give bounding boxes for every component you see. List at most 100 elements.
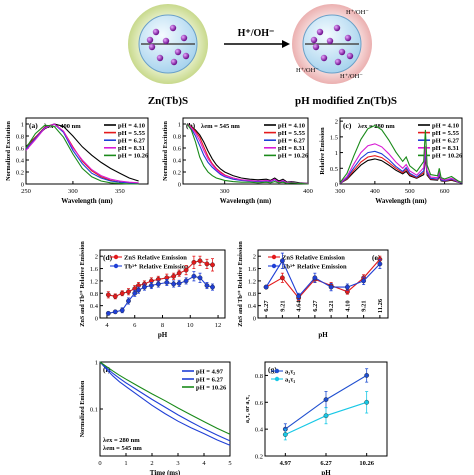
x-tick-label: 6.27 xyxy=(312,300,319,312)
data-point xyxy=(344,284,350,290)
y-tick-label: 0.2 xyxy=(173,170,181,177)
x-axis-label: Wavelength (nm) xyxy=(375,197,427,205)
y-tick-label: 0 xyxy=(21,182,24,189)
dopant-dot xyxy=(320,54,328,62)
y-tick-label: 0 xyxy=(178,182,181,189)
y-tick-label: 0.6 xyxy=(255,400,264,407)
legend-marker xyxy=(274,368,280,374)
legend-label: pH = 8.31 xyxy=(432,145,459,152)
data-point xyxy=(197,258,203,264)
x-tick-label: 2 xyxy=(150,460,153,467)
legend-marker xyxy=(271,254,277,260)
legend-label: pH = 5.55 xyxy=(278,130,306,137)
legend-marker xyxy=(113,263,119,269)
legend-label: pH = 6.27 xyxy=(118,138,146,145)
left-nanoparticle xyxy=(128,4,208,84)
y-tick-label: 0.4 xyxy=(90,303,99,310)
left-dopants xyxy=(146,24,190,66)
x-axis-label: Time (ms) xyxy=(150,469,181,475)
data-point xyxy=(263,284,269,290)
series-line xyxy=(25,124,139,185)
series-line xyxy=(339,157,463,184)
dopant-dot xyxy=(346,52,354,60)
x-tick-label: 600 xyxy=(440,188,450,195)
y-tick-label: 0.2 xyxy=(255,454,263,461)
panel-label: (a) xyxy=(29,121,38,130)
x-tick-label: 6.27 xyxy=(320,460,332,467)
y-tick-label: 1 xyxy=(178,122,181,129)
legend: ZnS Relative Emission Tb³⁺ Relative Emiss… xyxy=(110,254,189,270)
legend-label: a₁τ₁ xyxy=(285,376,295,383)
panel-label: (e) xyxy=(372,253,381,262)
panel-c: 0 0.5 1 1.5 2 300 400 500 600 Wavelength (nm) Rela… xyxy=(319,117,463,205)
x-tick-label: 6.27 xyxy=(263,300,270,312)
panel-b: 0 0.2 0.4 0.6 0.8 1 300 400 Wavelength (nm) Norma… xyxy=(162,117,313,205)
legend-marker xyxy=(113,254,119,260)
y-tick-label: 2 xyxy=(95,254,98,261)
arrow-label: H⁺/OH⁻ xyxy=(238,28,275,39)
data-point xyxy=(279,258,285,264)
y-tick-label: 0.4 xyxy=(16,158,25,165)
y-tick-label: 0 xyxy=(253,316,256,323)
legend-label: pH = 4.10 xyxy=(118,122,145,129)
legend-label: pH = 10.26 xyxy=(196,384,227,391)
data-point xyxy=(210,262,215,268)
series-line xyxy=(339,150,463,184)
data-point xyxy=(210,284,215,290)
data-point xyxy=(197,275,203,281)
legend-label: pH = 10.26 xyxy=(278,153,309,160)
arrow-head xyxy=(282,40,290,48)
data-point xyxy=(191,273,197,279)
plot-frame xyxy=(25,117,149,185)
left-label: Zn(Tb)S xyxy=(148,95,188,107)
series-line xyxy=(186,123,308,184)
ion-label-3: H⁺/OH⁻ xyxy=(340,73,363,80)
y-tick-label: 0.4 xyxy=(173,158,182,165)
x-tick-label: 10.26 xyxy=(359,460,374,467)
series-line xyxy=(99,361,231,442)
legend-label: pH = 4.10 xyxy=(278,122,305,129)
data-point xyxy=(323,413,329,419)
x-tick-label: 6 xyxy=(133,322,137,329)
data-point xyxy=(183,267,189,273)
y-axis-label: Normalized Excitation xyxy=(162,121,169,181)
dopant-dot xyxy=(312,43,320,51)
data-point xyxy=(119,307,125,313)
x-tick-label: 3 xyxy=(176,460,179,467)
y-tick-label: 1 xyxy=(21,122,24,129)
x-tick-label: 4 xyxy=(202,460,206,467)
data-point xyxy=(364,399,370,405)
dopant-dot xyxy=(169,24,177,32)
legend: ZnS Relative Emission Tb³⁺ Relative Emiss… xyxy=(268,254,347,270)
data-point xyxy=(364,373,370,378)
plot-frame xyxy=(182,117,309,185)
x-axis-label: Wavelength (nm) xyxy=(61,197,113,205)
plot-frame xyxy=(257,249,389,319)
dopant-dot xyxy=(152,28,160,36)
x-tick-label: 4.10 xyxy=(344,300,351,311)
dopant-dot xyxy=(148,43,156,51)
x-tick-label: 4.64 xyxy=(296,300,303,312)
series-line xyxy=(186,123,309,185)
ion-label-2: H⁺/OH⁻ xyxy=(296,67,319,74)
annotation: λem = 545 nm xyxy=(103,445,142,452)
y-axis-label: ZnS and Tb³⁺ Relative Emission xyxy=(79,241,86,327)
data-point xyxy=(323,397,329,402)
panel-d: 0 0.4 0.8 1.2 1.6 2 4 6 8 10 12 pH ZnS and Tb³⁺ Rela… xyxy=(79,241,226,339)
series-line xyxy=(339,124,463,184)
x-tick-label: 4.97 xyxy=(280,460,292,467)
data-point xyxy=(132,290,138,296)
x-axis-label: pH xyxy=(321,469,331,475)
x-tick-label: 9.21 xyxy=(361,300,368,311)
data-point xyxy=(105,292,111,298)
annotation: λex = 280 nm xyxy=(103,437,140,444)
y-tick-label: 2 xyxy=(335,119,338,126)
y-tick-label: 0.8 xyxy=(16,134,24,141)
data-point xyxy=(142,284,147,290)
x-axis-label: pH xyxy=(158,331,168,339)
legend-label: pH = 10.26 xyxy=(432,153,463,160)
